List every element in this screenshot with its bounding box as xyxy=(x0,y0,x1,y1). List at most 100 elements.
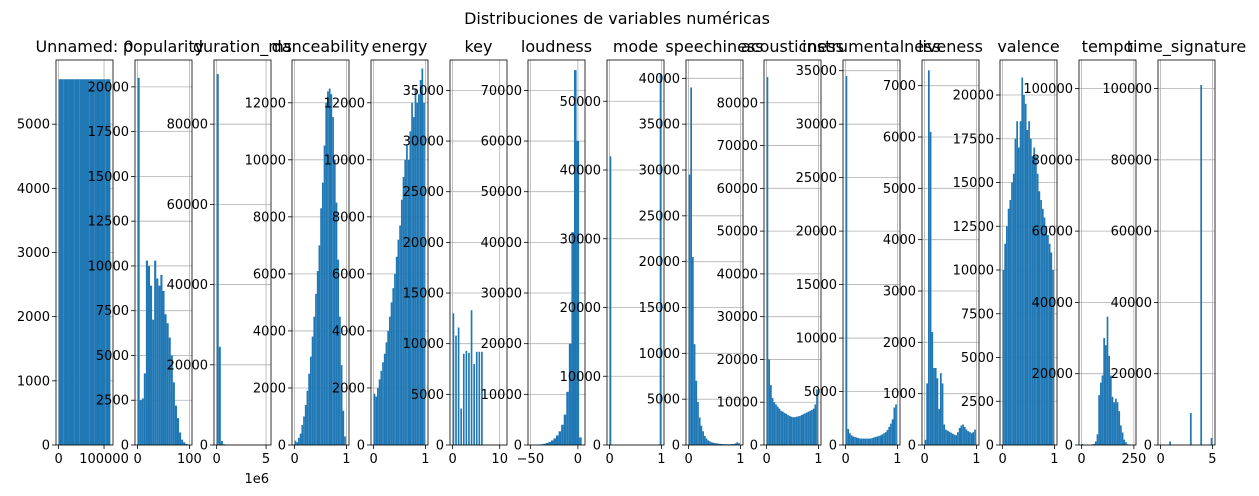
bars xyxy=(373,68,425,446)
y-tick-label: 25000 xyxy=(639,209,680,224)
bars xyxy=(58,79,111,445)
histogram-bar xyxy=(1040,200,1042,445)
y-tick-label: 0 xyxy=(42,439,50,454)
y-tick-label: 60000 xyxy=(717,182,758,197)
histogram-bar xyxy=(311,336,314,445)
histogram-bar xyxy=(1004,243,1007,445)
y-tick-label: 12000 xyxy=(245,96,286,111)
axes-frame xyxy=(999,59,1058,446)
y-tick-label: 5000 xyxy=(17,118,50,133)
panel-title: valence xyxy=(997,37,1059,56)
y-tick-label: 17500 xyxy=(88,125,129,140)
y-tick-label: 15000 xyxy=(88,170,129,185)
x-tick-label: 1 xyxy=(972,452,980,467)
panel-title: instrumentalness xyxy=(802,37,941,56)
histogram-bar xyxy=(100,79,106,445)
y-tick-label: 30000 xyxy=(717,310,758,325)
histogram-bar xyxy=(545,442,549,445)
y-tick-label: 0 xyxy=(986,439,994,454)
panel-title: danceability xyxy=(272,37,370,56)
histogram-bar xyxy=(156,278,159,445)
histogram-bar xyxy=(953,434,956,445)
x-tick-label: 1 xyxy=(893,452,901,467)
histogram-bar xyxy=(470,310,473,445)
histogram-bar xyxy=(172,382,175,445)
x-offset-label: 1e6 xyxy=(244,472,269,487)
y-tick-label: 3000 xyxy=(883,285,916,300)
histogram-bar xyxy=(558,431,562,445)
histogram-bar xyxy=(969,432,971,445)
histogram-bar xyxy=(303,416,305,445)
histogram-bar xyxy=(1081,443,1084,445)
y-tick-label: 17500 xyxy=(953,132,994,147)
histogram-bar xyxy=(147,265,151,445)
y-tick-label: 0 xyxy=(750,439,758,454)
histogram-bar xyxy=(692,257,694,445)
x-tick-label: 0 xyxy=(1077,452,1085,467)
y-tick-label: 60000 xyxy=(1032,225,1073,240)
axes-frame xyxy=(921,59,980,446)
histogram-bar xyxy=(721,443,723,445)
histogram-bar xyxy=(946,430,949,445)
x-tick-label: 1 xyxy=(342,452,350,467)
histogram-bar xyxy=(734,443,737,445)
histogram-bar xyxy=(705,438,708,445)
histogram-bar xyxy=(1120,425,1122,445)
histogram-bar xyxy=(891,419,894,445)
histogram-bar xyxy=(792,417,794,445)
histogram-bar xyxy=(707,440,710,445)
y-tick-label: 20000 xyxy=(1111,367,1152,382)
histogram-bar xyxy=(698,417,701,445)
histogram-bar xyxy=(423,102,425,446)
histogram-bar xyxy=(872,437,875,445)
y-tick-label: 0 xyxy=(357,439,365,454)
histogram-bar xyxy=(771,397,774,445)
histogram-bar xyxy=(176,418,180,445)
y-tick-label: 20000 xyxy=(88,80,129,95)
histogram-bar xyxy=(879,435,882,445)
y-tick-label: 3000 xyxy=(17,246,50,261)
histogram-bar xyxy=(74,79,80,445)
histogram-bar xyxy=(943,424,946,445)
y-tick-label: 10000 xyxy=(88,259,129,274)
axes-frame xyxy=(527,59,586,446)
histogram-bar xyxy=(960,425,963,445)
histogram-bar xyxy=(703,435,706,445)
x-tick-label: 0 xyxy=(574,452,582,467)
histogram-bar xyxy=(419,79,422,446)
histogram-bar xyxy=(895,404,897,445)
y-tick-label: 100000 xyxy=(1023,82,1073,97)
histogram-bar xyxy=(328,88,331,445)
histogram-bar xyxy=(855,437,858,445)
histogram-bar xyxy=(717,443,720,445)
histogram-bar xyxy=(814,404,817,445)
y-tick-label: 20000 xyxy=(167,358,208,373)
histogram-bar xyxy=(294,440,297,445)
histogram-bar xyxy=(812,408,815,445)
histogram-bar xyxy=(1094,441,1097,445)
histogram-bar xyxy=(793,417,796,445)
histogram-bar xyxy=(162,291,165,445)
histogram-bar xyxy=(563,414,567,445)
panel-title: speechiness xyxy=(665,37,763,56)
histogram-bar xyxy=(845,76,848,446)
y-tick-label: 40000 xyxy=(560,164,601,179)
histogram-bar xyxy=(945,429,947,445)
y-tick-label: 8000 xyxy=(332,210,365,225)
histogram-bar xyxy=(1043,217,1046,445)
histogram-bar xyxy=(185,443,188,445)
bars xyxy=(924,70,976,446)
histogram-bar xyxy=(337,259,340,445)
histogram-bar xyxy=(1116,402,1119,445)
y-tick-label: 50000 xyxy=(717,225,758,240)
histogram-bar xyxy=(183,442,186,445)
y-tick-label: 15000 xyxy=(639,301,680,316)
y-tick-label: 4000 xyxy=(332,324,365,339)
y-tick-label: 20000 xyxy=(796,225,837,240)
histogram-bar xyxy=(478,351,481,445)
histogram-speechiness: 0 5000 10000 15000 20000 25000 30000 35000 40000… xyxy=(639,37,764,467)
y-tick-label: 2500 xyxy=(961,395,994,410)
